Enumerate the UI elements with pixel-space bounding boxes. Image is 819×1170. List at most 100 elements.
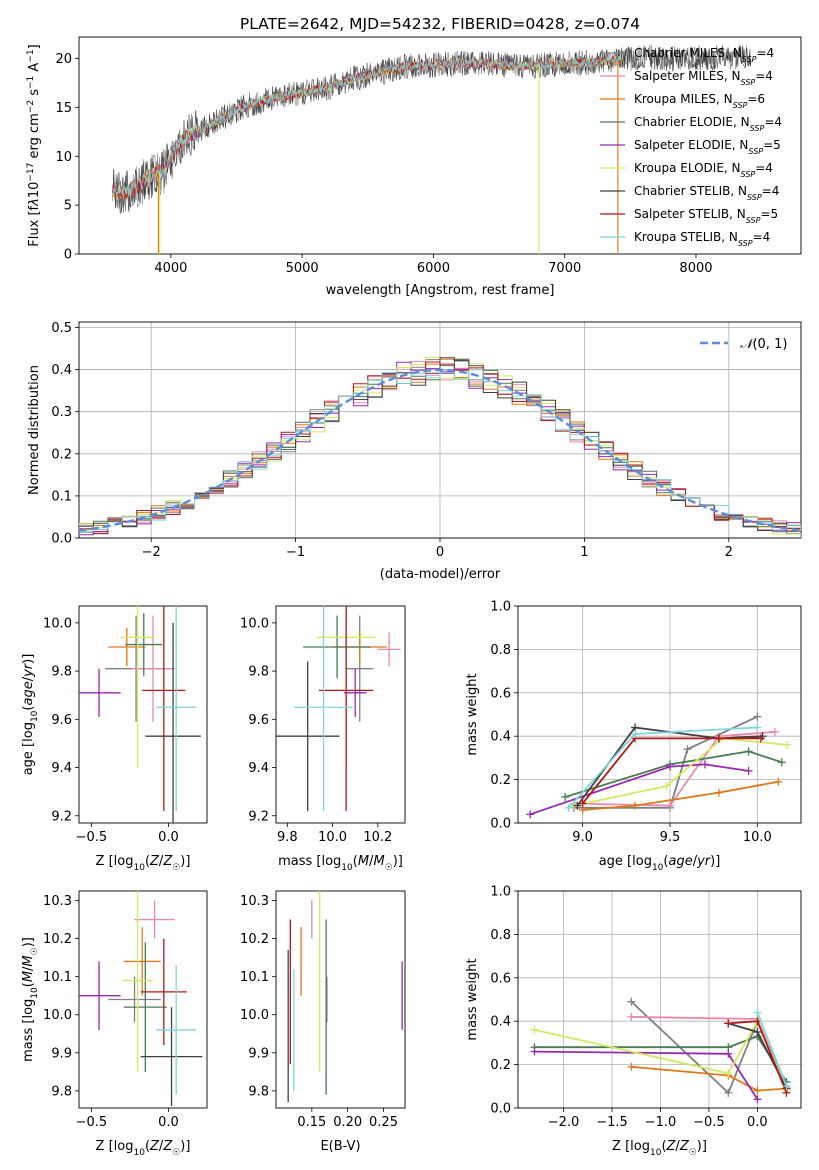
errorbar-point bbox=[156, 606, 197, 811]
weight-series bbox=[526, 760, 753, 819]
mass-vs-metallicity-panel: −0.5 0.0 9.8 9.9 10.0 10.1 10.2 10.3 Z [log10(Z/… bbox=[21, 890, 208, 1158]
legend-entry: Salpeter ELODIE, NSSP=5 bbox=[634, 138, 781, 156]
y-tick-label: 0.4 bbox=[490, 730, 511, 745]
figure-title: PLATE=2642, MJD=54232, FIBERID=0428, z=0… bbox=[240, 15, 640, 33]
y-tick-label: 0.2 bbox=[490, 773, 511, 788]
errorbar-point bbox=[377, 632, 401, 667]
mass-vs-extinction-panel: 0.15 0.20 0.25 9.8 9.9 10.0 10.1 10.2 10.3 E(B-V) bbox=[240, 890, 406, 1154]
weight-line bbox=[581, 737, 761, 805]
errorbar-point bbox=[79, 961, 121, 1030]
legend-entry: Salpeter STELIB, NSSP=5 bbox=[634, 207, 778, 225]
weight-series bbox=[530, 1047, 762, 1104]
axes-frame bbox=[275, 605, 406, 824]
age-vs-mass-panel: 9.8 10.0 10.2 9.2 9.4 9.6 9.8 10.0 mass [log10(M… bbox=[240, 605, 406, 873]
x-tick-label: −1 bbox=[286, 545, 305, 560]
errorbar-point bbox=[140, 1007, 203, 1107]
y-tick-label: 9.2 bbox=[51, 809, 72, 824]
x-axis-label: wavelength [Angstrom, rest frame] bbox=[326, 283, 555, 298]
errorbar-point bbox=[294, 606, 353, 811]
errorbar-point bbox=[108, 976, 161, 1023]
y-tick-label: 10.3 bbox=[240, 894, 269, 909]
y-tick-label: 1.0 bbox=[490, 885, 511, 900]
y-tick-label: 0.4 bbox=[490, 1015, 511, 1030]
spectrum-panel: 4000 5000 6000 7000 8000 0 5 10 15 20 wavelength [… bbox=[26, 36, 802, 298]
weight-line bbox=[582, 780, 779, 811]
y-tick-label: 20 bbox=[55, 52, 72, 67]
weight-line bbox=[573, 737, 788, 807]
y-tick-label: 9.8 bbox=[248, 1084, 269, 1099]
x-tick-label: −1.0 bbox=[645, 1115, 677, 1130]
weight-line bbox=[631, 1065, 787, 1092]
y-tick-label: 0.0 bbox=[51, 532, 72, 547]
x-tick-label: 0.0 bbox=[158, 830, 179, 845]
x-axis-label: mass [log10(M/M☉)] bbox=[278, 854, 403, 873]
y-tick-label: 10.2 bbox=[43, 932, 72, 947]
x-tick-label: −2 bbox=[142, 545, 161, 560]
errorbar-point bbox=[134, 900, 175, 939]
y-tick-label: 9.8 bbox=[51, 1084, 72, 1099]
y-tick-label: 0 bbox=[64, 248, 72, 263]
legend-entry: Kroupa ELODIE, NSSP=4 bbox=[634, 161, 773, 179]
weight-series bbox=[569, 712, 762, 812]
legend-entry: Kroupa STELIB, NSSP=4 bbox=[634, 230, 770, 248]
legend-entry: 𝒩(0, 1) bbox=[740, 337, 787, 352]
x-tick-label: −0.5 bbox=[76, 830, 108, 845]
x-tick-label: 10.0 bbox=[743, 830, 772, 845]
y-tick-label: 10 bbox=[55, 150, 72, 165]
errorbar-point bbox=[156, 965, 197, 1095]
errorbar-point bbox=[303, 615, 372, 679]
histogram-step bbox=[79, 369, 801, 532]
axes-frame bbox=[78, 36, 802, 255]
errorbar-point bbox=[123, 942, 167, 1072]
x-axis-label: E(B-V) bbox=[320, 1139, 360, 1154]
x-axis-label: (data-model)/error bbox=[380, 567, 501, 582]
errorbar-point bbox=[125, 613, 163, 676]
x-tick-label: 0.15 bbox=[297, 1115, 326, 1130]
errorbar-point bbox=[122, 891, 154, 1072]
x-tick-label: 5000 bbox=[286, 261, 319, 276]
x-tick-label: 9.0 bbox=[572, 830, 593, 845]
legend-entry: Chabrier MILES, NSSP=4 bbox=[634, 46, 774, 64]
errorbar-point bbox=[123, 927, 161, 996]
y-tick-label: 0.2 bbox=[51, 447, 72, 462]
x-tick-label: −1.5 bbox=[596, 1115, 628, 1130]
x-axis-label: age [log10(age/yr)] bbox=[599, 854, 721, 873]
mass-weight-vs-age-panel: 9.0 9.5 10.0 0.0 0.2 0.4 0.6 0.8 1.0 age [log10(a… bbox=[465, 600, 802, 873]
legend-entry: Chabrier ELODIE, NSSP=4 bbox=[634, 115, 782, 133]
weight-line bbox=[756, 1012, 788, 1087]
y-tick-label: 9.6 bbox=[51, 713, 72, 728]
y-axis-label: Flux [fλ10−17 erg cm−2 s−1 A−1] bbox=[26, 44, 42, 246]
weight-series bbox=[753, 1008, 791, 1091]
errorbar-point bbox=[142, 606, 186, 811]
x-tick-label: 8000 bbox=[679, 261, 712, 276]
weight-line bbox=[573, 731, 775, 807]
errorbar-point bbox=[140, 938, 187, 1046]
errorbar-point bbox=[276, 661, 340, 811]
y-axis-label: mass weight bbox=[465, 673, 480, 755]
weight-line bbox=[564, 750, 783, 798]
x-tick-label: 7000 bbox=[548, 261, 581, 276]
y-tick-label: 10.0 bbox=[240, 616, 269, 631]
x-tick-label: 0.0 bbox=[158, 1115, 179, 1130]
y-axis-label: age [log10(age/yr)] bbox=[21, 654, 40, 776]
y-tick-label: 0.6 bbox=[490, 971, 511, 986]
y-tick-label: 0.8 bbox=[490, 643, 511, 658]
y-tick-label: 10.1 bbox=[240, 970, 269, 985]
y-tick-label: 10.0 bbox=[240, 1008, 269, 1023]
legend-entry: Chabrier STELIB, NSSP=4 bbox=[634, 184, 779, 202]
x-tick-label: −0.5 bbox=[76, 1115, 108, 1130]
y-tick-label: 0.5 bbox=[51, 321, 72, 336]
x-tick-label: 0.25 bbox=[369, 1115, 398, 1130]
x-tick-label: 10.2 bbox=[363, 830, 392, 845]
x-tick-label: 1 bbox=[580, 545, 588, 560]
errorbar-point bbox=[343, 668, 367, 717]
y-axis-label: mass [log10(M/M☉)] bbox=[21, 937, 40, 1062]
x-axis-label: Z [log10(Z/Z☉)] bbox=[96, 1139, 191, 1158]
x-tick-label: 0.0 bbox=[747, 1115, 768, 1130]
x-axis-label: Z [log10(Z/Z☉)] bbox=[612, 1139, 707, 1158]
y-axis-label: mass weight bbox=[465, 958, 480, 1040]
axes-frame bbox=[517, 890, 802, 1109]
weight-line bbox=[573, 715, 758, 809]
y-tick-label: 0.1 bbox=[51, 489, 72, 504]
